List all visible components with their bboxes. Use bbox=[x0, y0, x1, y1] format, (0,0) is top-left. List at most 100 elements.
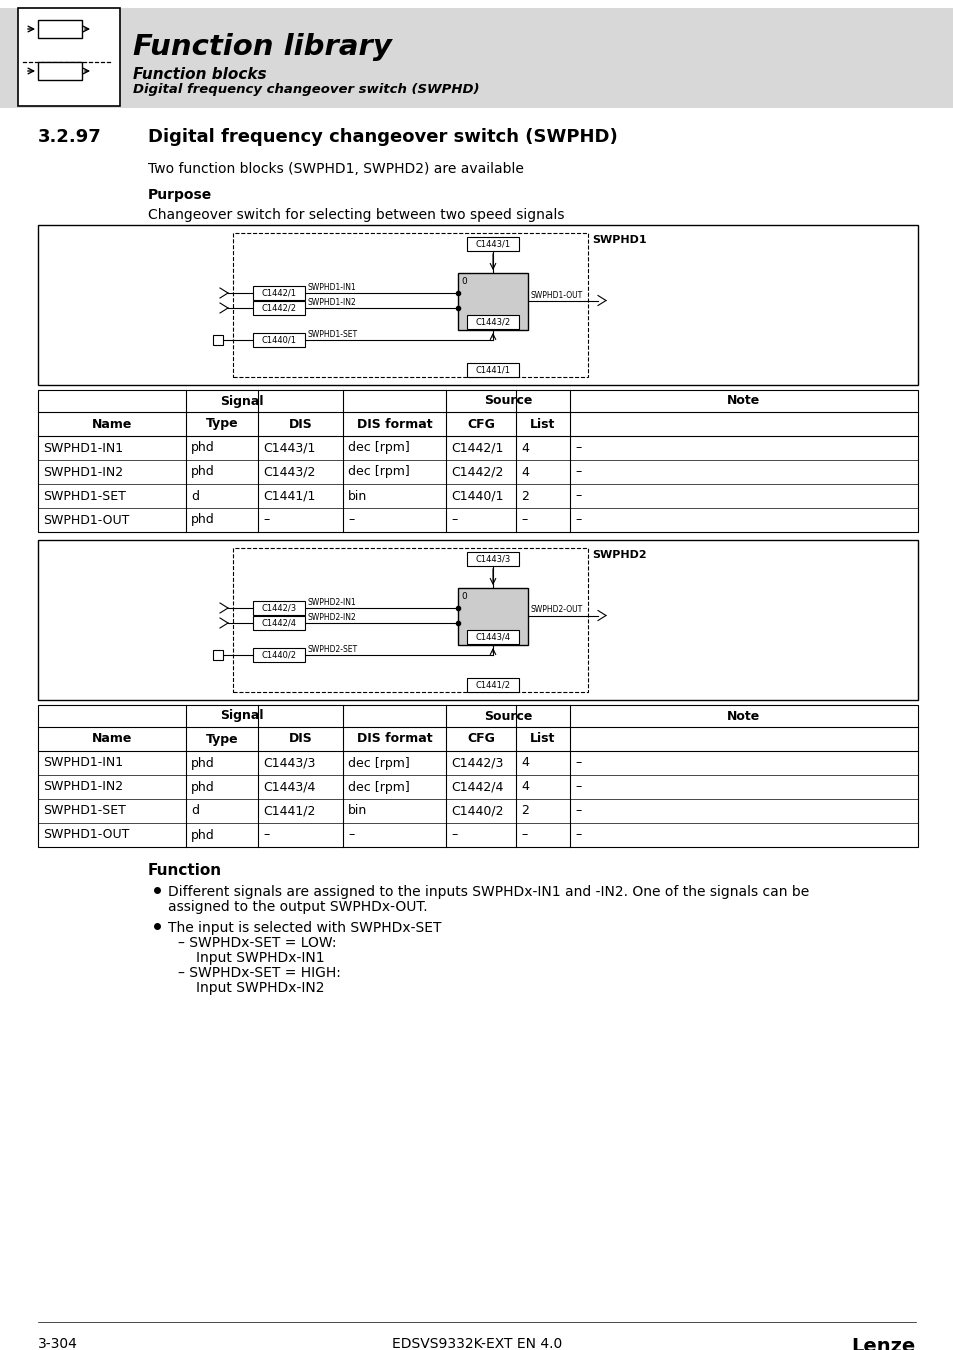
FancyBboxPatch shape bbox=[253, 333, 305, 347]
Text: –: – bbox=[451, 829, 456, 841]
Bar bbox=[233, 234, 587, 377]
Text: Digital frequency changeover switch (SWPHD): Digital frequency changeover switch (SWP… bbox=[132, 82, 479, 96]
Text: C1443/1: C1443/1 bbox=[263, 441, 315, 455]
Text: C1443/1: C1443/1 bbox=[475, 239, 510, 248]
Text: C1440/2: C1440/2 bbox=[451, 805, 503, 818]
Text: –: – bbox=[575, 780, 580, 794]
Text: –: – bbox=[348, 829, 354, 841]
FancyBboxPatch shape bbox=[213, 335, 223, 346]
Text: bin: bin bbox=[348, 805, 367, 818]
Text: SWPHD1-SET: SWPHD1-SET bbox=[43, 805, 126, 818]
Text: phd: phd bbox=[191, 513, 214, 526]
Text: SWPHD1-IN1: SWPHD1-IN1 bbox=[308, 284, 356, 292]
FancyBboxPatch shape bbox=[253, 286, 305, 300]
FancyBboxPatch shape bbox=[0, 8, 953, 108]
Text: DIS: DIS bbox=[289, 417, 312, 431]
Text: –: – bbox=[575, 756, 580, 770]
Text: –: – bbox=[575, 513, 580, 526]
Text: 3-304: 3-304 bbox=[38, 1336, 78, 1350]
Text: C1442/3: C1442/3 bbox=[451, 756, 503, 770]
Text: dec [rpm]: dec [rpm] bbox=[348, 780, 410, 794]
Text: C1441/1: C1441/1 bbox=[475, 366, 510, 374]
Text: C1443/4: C1443/4 bbox=[263, 780, 315, 794]
Text: C1443/3: C1443/3 bbox=[475, 555, 510, 563]
FancyBboxPatch shape bbox=[213, 649, 223, 660]
Text: SWPHD1-SET: SWPHD1-SET bbox=[43, 490, 126, 502]
Text: phd: phd bbox=[191, 780, 214, 794]
Text: –: – bbox=[575, 805, 580, 818]
Text: SWPHD1-IN2: SWPHD1-IN2 bbox=[43, 780, 123, 794]
FancyBboxPatch shape bbox=[467, 363, 518, 377]
FancyBboxPatch shape bbox=[467, 315, 518, 329]
Text: Function library: Function library bbox=[132, 32, 392, 61]
FancyBboxPatch shape bbox=[38, 705, 917, 846]
Text: C1442/3: C1442/3 bbox=[261, 603, 296, 613]
Text: Digital frequency changeover switch (SWPHD): Digital frequency changeover switch (SWP… bbox=[148, 128, 618, 146]
FancyBboxPatch shape bbox=[467, 630, 518, 644]
Text: Two function blocks (SWPHD1, SWPHD2) are available: Two function blocks (SWPHD1, SWPHD2) are… bbox=[148, 162, 523, 176]
Text: C1443/2: C1443/2 bbox=[475, 317, 510, 327]
Text: 3.2.97: 3.2.97 bbox=[38, 128, 102, 146]
Text: C1443/3: C1443/3 bbox=[263, 756, 315, 770]
FancyBboxPatch shape bbox=[38, 540, 917, 701]
Text: –: – bbox=[263, 829, 269, 841]
Text: 4: 4 bbox=[520, 441, 528, 455]
Text: C1442/2: C1442/2 bbox=[261, 304, 296, 312]
Text: Name: Name bbox=[91, 417, 132, 431]
Text: EDSVS9332K-EXT EN 4.0: EDSVS9332K-EXT EN 4.0 bbox=[392, 1336, 561, 1350]
Text: Name: Name bbox=[91, 733, 132, 745]
Text: SWPHD1-IN2: SWPHD1-IN2 bbox=[308, 298, 356, 306]
Text: Type: Type bbox=[206, 417, 238, 431]
Text: 4: 4 bbox=[520, 756, 528, 770]
Text: SWPHD2: SWPHD2 bbox=[592, 549, 646, 560]
Text: 4: 4 bbox=[520, 780, 528, 794]
Text: phd: phd bbox=[191, 829, 214, 841]
Text: –: – bbox=[575, 466, 580, 478]
Text: Note: Note bbox=[726, 394, 760, 408]
Text: DIS: DIS bbox=[289, 733, 312, 745]
Text: –: – bbox=[348, 513, 354, 526]
Text: The input is selected with SWPHDx-SET: The input is selected with SWPHDx-SET bbox=[168, 921, 441, 936]
Text: SWPHD2-IN2: SWPHD2-IN2 bbox=[308, 613, 356, 622]
Text: C1442/4: C1442/4 bbox=[451, 780, 503, 794]
Text: d: d bbox=[191, 805, 199, 818]
Text: 0: 0 bbox=[460, 277, 466, 286]
Text: C1441/2: C1441/2 bbox=[263, 805, 315, 818]
Text: 2: 2 bbox=[520, 490, 528, 502]
Text: C1440/1: C1440/1 bbox=[261, 336, 296, 344]
FancyBboxPatch shape bbox=[253, 301, 305, 315]
Text: 4: 4 bbox=[520, 466, 528, 478]
Text: List: List bbox=[530, 733, 555, 745]
Text: SWPHD1: SWPHD1 bbox=[592, 235, 646, 244]
FancyBboxPatch shape bbox=[457, 589, 527, 645]
Text: Signal: Signal bbox=[220, 394, 263, 408]
Text: C1442/1: C1442/1 bbox=[451, 441, 503, 455]
Text: –: – bbox=[575, 441, 580, 455]
Text: SWPHD1-OUT: SWPHD1-OUT bbox=[43, 829, 130, 841]
Text: SWPHD2-SET: SWPHD2-SET bbox=[308, 645, 357, 653]
Text: Note: Note bbox=[726, 710, 760, 722]
Text: C1440/1: C1440/1 bbox=[451, 490, 503, 502]
Text: Source: Source bbox=[483, 710, 532, 722]
Text: phd: phd bbox=[191, 441, 214, 455]
FancyBboxPatch shape bbox=[467, 678, 518, 693]
Text: SWPHD1-SET: SWPHD1-SET bbox=[308, 329, 357, 339]
Text: SWPHD1-IN2: SWPHD1-IN2 bbox=[43, 466, 123, 478]
Text: –: – bbox=[575, 829, 580, 841]
FancyBboxPatch shape bbox=[467, 238, 518, 251]
Text: 2: 2 bbox=[520, 805, 528, 818]
Text: DIS format: DIS format bbox=[356, 733, 432, 745]
Text: SWPHD2-IN1: SWPHD2-IN1 bbox=[308, 598, 356, 608]
Text: d: d bbox=[191, 490, 199, 502]
Text: Type: Type bbox=[206, 733, 238, 745]
Text: SWPHD1-IN1: SWPHD1-IN1 bbox=[43, 441, 123, 455]
Text: Function blocks: Function blocks bbox=[132, 68, 266, 82]
Text: DIS format: DIS format bbox=[356, 417, 432, 431]
Bar bbox=[233, 548, 587, 693]
FancyBboxPatch shape bbox=[18, 8, 120, 107]
Text: Different signals are assigned to the inputs SWPHDx-IN1 and -IN2. One of the sig: Different signals are assigned to the in… bbox=[168, 886, 808, 899]
Text: dec [rpm]: dec [rpm] bbox=[348, 441, 410, 455]
FancyBboxPatch shape bbox=[253, 648, 305, 662]
FancyBboxPatch shape bbox=[38, 20, 82, 38]
Text: CFG: CFG bbox=[467, 417, 495, 431]
